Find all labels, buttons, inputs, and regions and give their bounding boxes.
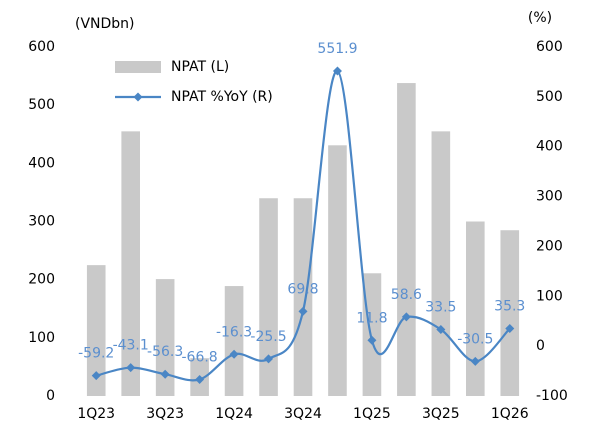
- data-label: -43.1: [113, 338, 149, 354]
- y2-axis-label: (%): [528, 10, 552, 26]
- legend-marker: [133, 92, 143, 102]
- marker: [436, 324, 446, 334]
- bar: [328, 145, 347, 396]
- marker: [229, 349, 239, 359]
- bar: [397, 83, 416, 397]
- marker: [264, 354, 274, 364]
- marker: [505, 324, 515, 334]
- marker: [126, 363, 136, 373]
- y2-tick-label: -100: [536, 388, 568, 404]
- bar: [500, 230, 520, 396]
- x-tick-label: 1Q25: [353, 406, 391, 422]
- x-tick-label: 1Q24: [215, 406, 253, 422]
- data-label: 35.3: [494, 299, 525, 315]
- legend-label: NPAT (L): [171, 59, 229, 75]
- legend-label: NPAT %YoY (R): [171, 89, 273, 105]
- x-tick-label: 1Q26: [491, 406, 529, 422]
- y2-tick-label: 100: [536, 288, 563, 304]
- y-tick-label: 200: [28, 272, 55, 288]
- y2-tick-label: 600: [536, 39, 563, 55]
- y2-tick-label: 200: [536, 238, 563, 254]
- bar: [121, 131, 140, 396]
- y-tick-label: 500: [28, 97, 55, 113]
- bar: [224, 286, 244, 396]
- marker: [298, 306, 308, 316]
- bar: [259, 198, 278, 396]
- data-label: -30.5: [457, 331, 493, 347]
- marker: [160, 369, 170, 379]
- marker: [367, 335, 377, 345]
- data-label: 11.8: [356, 310, 387, 326]
- bar: [431, 131, 451, 396]
- y-axis-label: (VNDbn): [75, 16, 135, 32]
- data-label: 58.6: [391, 287, 422, 303]
- data-label: -56.3: [147, 344, 183, 360]
- bar: [86, 265, 106, 396]
- x-tick-label: 3Q25: [422, 406, 460, 422]
- x-tick-label: 1Q23: [77, 406, 115, 422]
- data-label: -66.8: [181, 349, 217, 365]
- x-tick-label: 3Q24: [284, 406, 322, 422]
- legend-swatch: [115, 61, 161, 73]
- data-label: 69.8: [287, 281, 318, 297]
- bar: [155, 279, 175, 396]
- y-tick-label: 100: [28, 330, 55, 346]
- marker: [195, 374, 205, 384]
- y2-tick-label: 300: [536, 189, 563, 205]
- y-tick-label: 300: [28, 214, 55, 230]
- y-tick-label: 0: [46, 388, 55, 404]
- data-label: 551.9: [317, 41, 357, 57]
- x-tick-label: 3Q23: [146, 406, 184, 422]
- marker: [332, 66, 342, 76]
- line: [95, 69, 511, 382]
- data-label: 33.5: [425, 299, 456, 315]
- data-label: -25.5: [250, 329, 286, 345]
- bar: [466, 221, 485, 396]
- y-tick-label: 600: [28, 39, 55, 55]
- y-tick-label: 400: [28, 155, 55, 171]
- marker: [470, 356, 480, 366]
- bar: [293, 198, 313, 396]
- data-label: -16.3: [216, 324, 252, 340]
- marker: [401, 312, 411, 322]
- marker: [91, 371, 101, 381]
- bar: [362, 273, 382, 396]
- y2-tick-label: 0: [536, 338, 545, 354]
- y2-tick-label: 400: [536, 139, 563, 155]
- data-label: -59.2: [78, 346, 114, 362]
- y2-tick-label: 500: [536, 89, 563, 105]
